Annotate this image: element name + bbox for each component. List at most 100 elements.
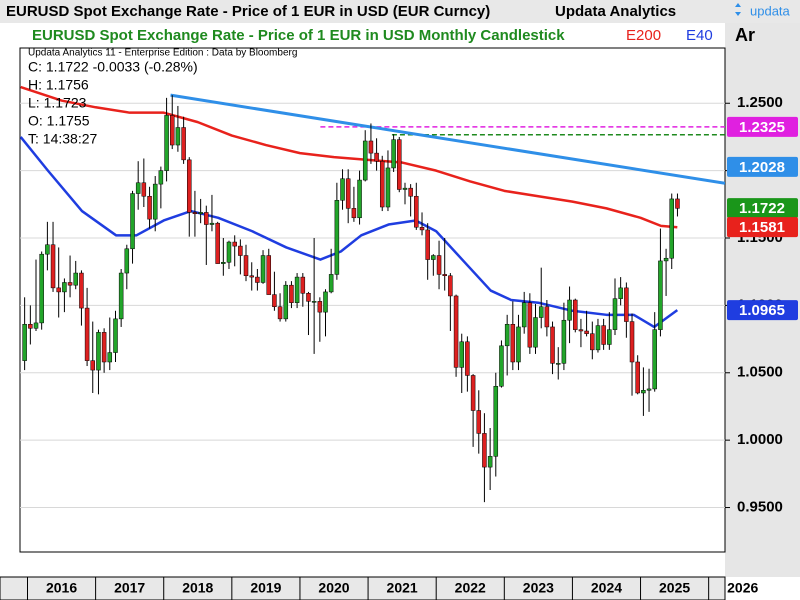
candle-body bbox=[323, 291, 328, 313]
candle-body bbox=[158, 170, 164, 185]
price-label-box bbox=[727, 198, 798, 219]
candle-body bbox=[317, 301, 323, 313]
info-panel: Updata Analytics 11 - Enterprise Edition… bbox=[28, 48, 297, 147]
candle-body bbox=[67, 282, 73, 286]
candle-body bbox=[499, 345, 504, 387]
candle-body bbox=[147, 195, 152, 220]
candle-body bbox=[362, 140, 368, 181]
candle-body bbox=[374, 152, 379, 162]
candle-body bbox=[50, 244, 56, 289]
candle-body bbox=[45, 244, 50, 255]
price-label-box bbox=[727, 300, 798, 321]
x-tick-label: 2020 bbox=[318, 580, 349, 596]
candle-body bbox=[379, 160, 385, 208]
candle-body bbox=[573, 299, 578, 330]
candle-body bbox=[544, 306, 550, 328]
y-tick-label: 1.0500 bbox=[737, 364, 783, 381]
y-tick-label: 1.0000 bbox=[737, 431, 783, 448]
candle-body bbox=[118, 272, 124, 320]
y-tick-label: 0.9500 bbox=[737, 498, 783, 515]
candle-body bbox=[357, 179, 362, 219]
x-tick-label: 2021 bbox=[387, 580, 418, 596]
candle-body bbox=[141, 182, 147, 197]
candle-body bbox=[442, 274, 447, 276]
candle-body bbox=[169, 115, 175, 146]
candle-body bbox=[345, 178, 351, 209]
candle-body bbox=[249, 275, 254, 278]
candle-body bbox=[402, 187, 408, 190]
price-label-box bbox=[727, 156, 798, 177]
candle-body bbox=[391, 139, 396, 169]
candle-body bbox=[328, 274, 334, 293]
candle-body bbox=[266, 255, 272, 295]
candle-body bbox=[238, 245, 243, 256]
candle-body bbox=[556, 363, 561, 365]
candle-body bbox=[663, 257, 669, 262]
candle-body bbox=[107, 352, 113, 363]
candle-body bbox=[482, 433, 487, 468]
candle-body bbox=[56, 287, 61, 293]
ma-line bbox=[20, 136, 679, 329]
x-tick-label: 2016 bbox=[46, 580, 77, 596]
axis-tab: Ar bbox=[735, 25, 755, 45]
candle-body bbox=[96, 332, 101, 371]
candle-body bbox=[209, 222, 215, 225]
candle-body bbox=[453, 295, 459, 368]
candle-body bbox=[272, 294, 277, 307]
candle-body bbox=[538, 306, 544, 318]
candle-body bbox=[658, 260, 663, 330]
candle-body bbox=[368, 140, 374, 154]
price-label: 1.1581 bbox=[739, 219, 785, 236]
candle-body bbox=[476, 410, 482, 434]
candle-body bbox=[641, 390, 646, 394]
logo: updata bbox=[750, 3, 791, 18]
candle-body bbox=[306, 293, 311, 302]
candle-body bbox=[584, 330, 589, 334]
candle-body bbox=[79, 272, 84, 309]
subtitle: EURUSD Spot Exchange Rate - Price of 1 E… bbox=[32, 27, 565, 44]
x-tick-label: 2018 bbox=[182, 580, 213, 596]
info-line: C: 1.1722 -0.0033 (-0.28%) bbox=[28, 59, 198, 75]
legend-e40: E40 bbox=[686, 27, 713, 44]
x-axis-strip bbox=[0, 576, 726, 600]
candle-body bbox=[612, 298, 618, 330]
candle-body bbox=[493, 385, 499, 457]
plot-area bbox=[19, 47, 726, 553]
x-tick-label: 2022 bbox=[455, 580, 486, 596]
candle-body bbox=[590, 333, 595, 351]
candle-body bbox=[260, 255, 266, 283]
info-line: L: 1.1723 bbox=[28, 95, 87, 111]
candle-body bbox=[521, 302, 527, 328]
candle-body bbox=[397, 139, 402, 190]
info-line: Updata Analytics 11 - Enterprise Edition… bbox=[28, 48, 297, 59]
candle-body bbox=[425, 229, 430, 260]
x-tick-label: 2024 bbox=[591, 580, 622, 596]
ma-line bbox=[20, 85, 678, 229]
candle-body bbox=[527, 302, 533, 348]
candle-body bbox=[28, 324, 33, 329]
price-label: 1.1722 bbox=[739, 200, 785, 217]
candle-body bbox=[567, 299, 572, 321]
chart-title: EURUSD Spot Exchange Rate - Price of 1 E… bbox=[6, 3, 490, 20]
candle-body bbox=[635, 361, 640, 394]
x-tick-label: 2019 bbox=[250, 580, 281, 596]
candle-body bbox=[414, 195, 419, 228]
candle-body bbox=[669, 198, 674, 259]
candle-body bbox=[624, 287, 629, 322]
x-tick-label: 2026 bbox=[727, 580, 758, 596]
candle-body bbox=[629, 321, 635, 363]
candle-body bbox=[607, 329, 612, 345]
candle-body bbox=[215, 222, 220, 264]
candle-body bbox=[22, 324, 27, 361]
candle-body bbox=[204, 212, 209, 225]
candle-body bbox=[187, 159, 192, 213]
candle-body bbox=[436, 255, 442, 275]
candle-body bbox=[243, 255, 249, 276]
candle-body bbox=[300, 276, 306, 294]
candle-body bbox=[510, 324, 516, 363]
candle-body bbox=[595, 325, 601, 351]
candle-body bbox=[550, 326, 555, 364]
candle-body bbox=[33, 322, 39, 329]
candle-body bbox=[334, 200, 340, 275]
price-label: 1.2028 bbox=[739, 159, 785, 176]
